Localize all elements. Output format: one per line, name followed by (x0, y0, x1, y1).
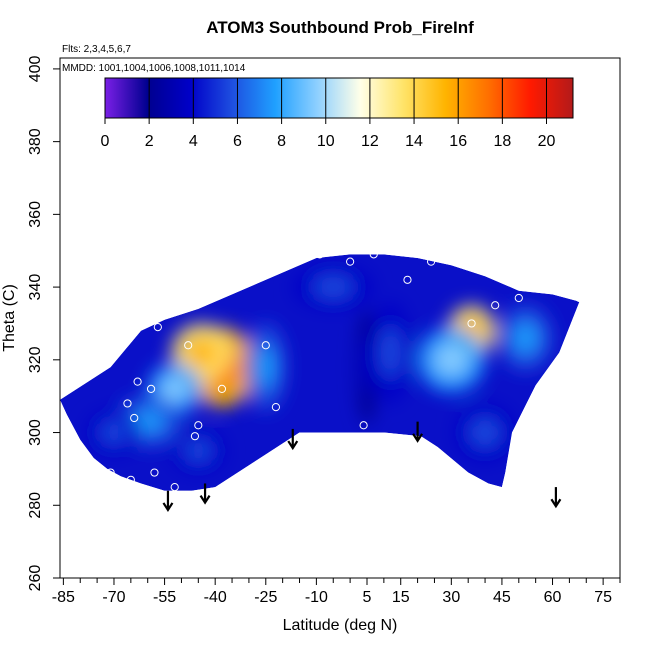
colorbar-tick-label: 2 (145, 133, 154, 150)
observation-point (491, 301, 500, 310)
heatmap-field (60, 254, 580, 491)
heatmap-hotspot-core (434, 343, 469, 377)
observation-point (315, 250, 324, 259)
dates-note: MMDD: 1001,1004,1006,1008,1011,1014 (62, 63, 246, 74)
observation-point (369, 250, 378, 259)
x-tick-label: -85 (52, 589, 75, 606)
heatmap-hotspot-core (512, 321, 540, 355)
y-axis-ticks: 260 280 300 320 340 360 380 400 (27, 55, 60, 591)
colorbar-tick-label: 10 (317, 133, 335, 150)
observation-point (123, 399, 132, 408)
x-axis-label: Latitude (deg N) (283, 617, 398, 634)
heatmap-hotspot-core (361, 338, 373, 397)
flight-arrows (162, 421, 562, 512)
x-tick-label: 30 (442, 589, 460, 606)
colorbar-tick-label: 8 (277, 133, 286, 150)
flight-arrow-head (287, 440, 299, 451)
x-tick-label: -70 (102, 589, 125, 606)
observation-point (153, 322, 162, 332)
observation-point (426, 257, 436, 266)
heatmap-hotspot-core (184, 439, 212, 462)
x-tick-label: 15 (392, 589, 410, 606)
observation-point (295, 253, 304, 263)
colorbar-tick-label: 6 (233, 133, 242, 150)
y-tick-label: 400 (27, 55, 44, 82)
observation-point (106, 468, 115, 477)
observation-points (106, 250, 584, 492)
flight-arrow-head (162, 502, 174, 512)
colorbar-tick-label: 16 (449, 133, 467, 150)
x-tick-label: 60 (544, 589, 562, 606)
observation-point (359, 421, 368, 430)
observation-point (403, 275, 412, 284)
chart-title: ATOM3 Southbound Prob_FireInf (206, 18, 474, 37)
colorbar-tick-label: 14 (405, 133, 423, 150)
colorbar-ticks: 0 2 4 6 8 10 12 14 16 18 20 (101, 78, 556, 150)
x-tick-label: -10 (305, 589, 328, 606)
heatmap-hotspot-core (255, 345, 276, 389)
observation-point (184, 341, 193, 350)
observation-point (271, 402, 281, 412)
y-tick-label: 260 (27, 565, 44, 592)
x-tick-label: 45 (493, 589, 511, 606)
observation-point (146, 384, 156, 394)
observation-point (130, 413, 139, 423)
observation-point (346, 257, 355, 266)
x-tick-label: 75 (594, 589, 612, 606)
observation-point (126, 475, 135, 484)
observation-point (190, 432, 200, 441)
colorbar-tick-label: 20 (538, 133, 556, 150)
heatmap-hotspot-core (313, 276, 354, 298)
x-tick-label: -25 (254, 589, 277, 606)
colorbar-tick-label: 18 (493, 133, 511, 150)
observation-point (261, 341, 270, 350)
observation-point (194, 421, 203, 430)
colorbar-tick-label: 0 (101, 133, 110, 150)
observation-point (133, 377, 142, 386)
observation-point (467, 319, 476, 328)
heatmap-hotspot-core (100, 421, 128, 444)
y-axis-label: Theta (C) (1, 284, 18, 352)
flights-note: Flts: 2,3,4,5,6,7 (62, 44, 131, 55)
heatmap-hotspots (86, 265, 553, 473)
y-tick-label: 320 (27, 346, 44, 373)
heatmap-hotspot-core (161, 376, 189, 402)
y-tick-label: 360 (27, 201, 44, 228)
y-tick-label: 340 (27, 274, 44, 301)
y-tick-label: 380 (27, 128, 44, 155)
x-tick-label: -40 (204, 589, 227, 606)
observation-point (217, 384, 227, 394)
x-tick-label: 5 (363, 589, 372, 606)
flight-arrow-head (412, 433, 424, 443)
y-tick-label: 280 (27, 492, 44, 519)
heatmap-hotspot-core (380, 327, 401, 378)
observation-point (575, 293, 584, 303)
x-tick-label: -55 (153, 589, 176, 606)
observation-point (170, 482, 179, 492)
flight-arrow-head (550, 498, 562, 509)
x-axis-ticks: -85 -70 -55 -40 -25 -10 5 15 30 45 60 75 (52, 578, 621, 606)
observation-point (150, 468, 159, 477)
y-tick-label: 300 (27, 419, 44, 446)
observation-point (514, 293, 523, 303)
flight-arrow-head (199, 495, 211, 505)
colorbar-tick-label: 12 (361, 133, 379, 150)
heatmap-hotspot-core (186, 338, 217, 368)
heatmap-hotspot-core (469, 418, 501, 448)
colorbar-tick-label: 4 (189, 133, 198, 150)
